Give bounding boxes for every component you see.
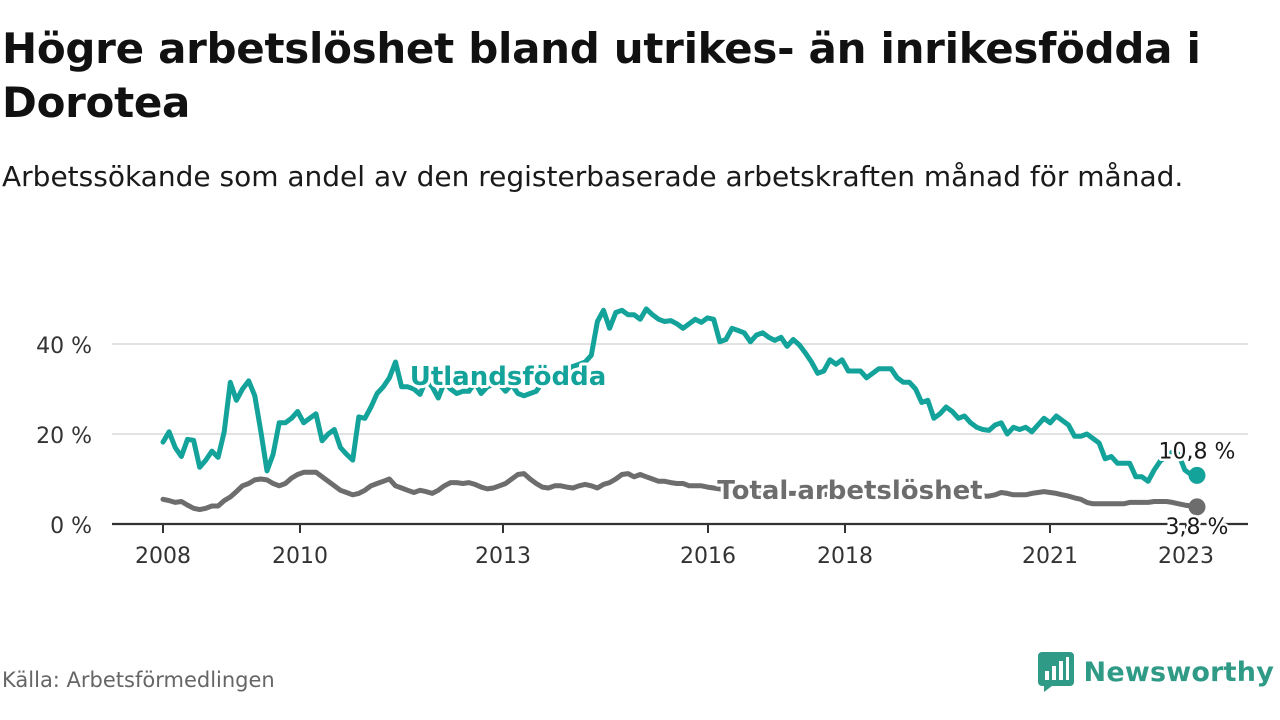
- x-tick-label: 2016: [680, 544, 736, 569]
- y-tick-label: 0 %: [50, 514, 92, 539]
- series-end-marker: [1188, 498, 1206, 516]
- chart-subtitle: Arbetssökande som andel av den registerb…: [2, 160, 1184, 193]
- x-tick-label: 2013: [475, 544, 531, 569]
- brand-name: Newsworthy: [1083, 656, 1274, 688]
- series-name-label: Total arbetslöshet: [717, 476, 982, 506]
- series-lines: [160, 306, 1206, 516]
- chart-title: Högre arbetslöshet bland utrikes- än inr…: [2, 24, 1201, 127]
- source-note: Källa: Arbetsförmedlingen: [2, 668, 275, 692]
- y-tick-label: 20 %: [36, 424, 92, 449]
- x-tick-label: 2023: [1158, 544, 1214, 569]
- series-end-marker: [1188, 466, 1206, 484]
- x-axis-labels: 2008 2010 2013 2016 2018 2021 2023: [135, 524, 1214, 569]
- y-axis-labels: 0 % 20 % 40 %: [36, 334, 92, 539]
- x-tick-label: 2021: [1022, 544, 1078, 569]
- series-end-value-label: 3,8 %: [1166, 515, 1229, 540]
- x-tick-label: 2008: [135, 544, 191, 569]
- x-tick-label: 2010: [272, 544, 328, 569]
- series-labels: Utlandsfödda 10,8 % Total arbetslöshet 3,8 …: [407, 359, 1238, 542]
- series-end-value-label: 10,8 %: [1159, 439, 1236, 464]
- series-name-label: Utlandsfödda: [410, 362, 607, 392]
- line-chart: 0 % 20 % 40 % 2008 2010 2013 2016 2018 2021 2023…: [36, 306, 1248, 569]
- y-tick-label: 40 %: [36, 334, 92, 359]
- newsworthy-logo-icon: [1037, 652, 1074, 692]
- grid-lines: [112, 343, 1248, 435]
- brand-logo[interactable]: Newsworthy: [1037, 650, 1274, 694]
- series-line-utlandsfodda: [160, 306, 1200, 484]
- series-line-total: [160, 469, 1200, 513]
- x-tick-label: 2018: [817, 544, 873, 569]
